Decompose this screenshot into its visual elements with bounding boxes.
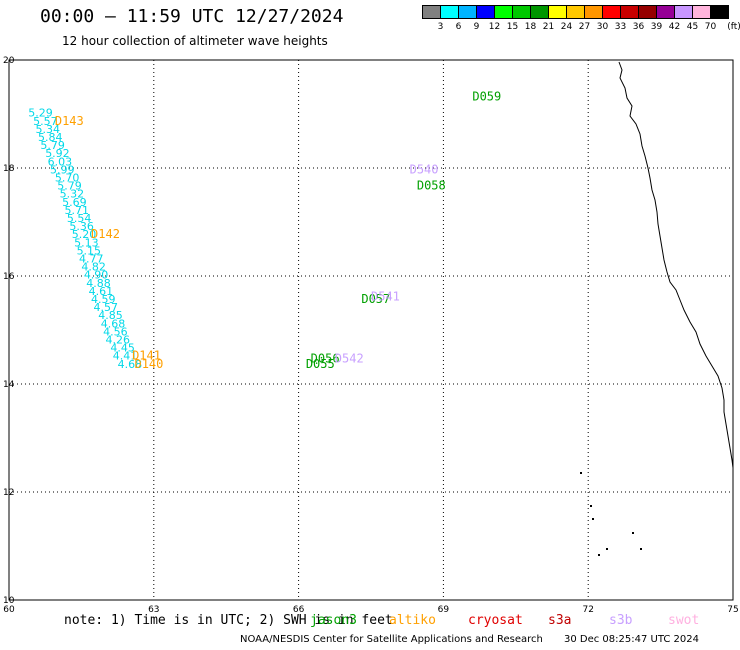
colorbar-label: 45	[686, 22, 699, 32]
pass-label: D140	[134, 357, 163, 371]
wave-height-value: 4.68	[101, 317, 126, 330]
y-tick-label: 16	[3, 272, 15, 282]
wave-height-value: 5.15	[77, 244, 102, 257]
island-mark	[580, 472, 582, 474]
colorbar-label: 27	[578, 22, 591, 32]
wave-height-value: 5.29	[28, 107, 53, 120]
wave-height-value: 5.79	[40, 139, 65, 152]
coastline	[618, 61, 734, 469]
satellite-legend-item: jason3	[310, 613, 357, 628]
wave-height-value: 6.03	[48, 155, 73, 168]
wave-height-value: 5.32	[60, 188, 85, 201]
wave-height-value: 5.84	[38, 131, 63, 144]
wave-height-value: 4.90	[84, 269, 109, 282]
wave-height-value: 4.26	[106, 334, 130, 347]
wave-height-value: 4.41	[113, 350, 138, 363]
colorbar-label: 6	[455, 22, 462, 32]
satellite-legend-item: s3a	[548, 613, 572, 628]
pass-label: D059	[472, 90, 501, 104]
x-tick-label: 63	[148, 605, 159, 615]
pass-label: D057	[361, 292, 390, 306]
wave-height-value: 5.69	[62, 196, 87, 209]
wave-height-value: 4.88	[86, 277, 111, 290]
wave-height-value: 4.85	[98, 309, 123, 322]
wave-height-value: 5.79	[57, 180, 81, 193]
pass-label: D056	[311, 351, 340, 365]
chart-subtitle: 12 hour collection of altimeter wave hei…	[62, 34, 328, 48]
x-tick-label: 75	[727, 605, 738, 615]
satellite-legend-item: s3b	[609, 613, 633, 628]
wave-height-value: 5.34	[36, 123, 61, 136]
satellite-legend-item: swot	[668, 613, 700, 628]
colorbar-label: 39	[650, 22, 663, 32]
colorbar-label: 24	[560, 22, 573, 32]
pass-label: D055	[306, 357, 335, 371]
wave-height-value: 4.61	[89, 285, 114, 298]
pass-label: D141	[132, 349, 161, 363]
pass-label: D142	[91, 227, 120, 241]
x-tick-label: 60	[3, 605, 15, 615]
wave-height-value: 4.68	[118, 358, 143, 371]
x-tick-label: 66	[293, 605, 305, 615]
footer-credit: NOAA/NESDIS Center for Satellite Applica…	[240, 634, 543, 645]
island-mark	[598, 554, 600, 556]
wave-height-value: 4.82	[81, 261, 106, 274]
wave-height-value: 5.13	[74, 236, 99, 249]
wave-height-value: 4.56	[103, 325, 128, 338]
x-tick-label: 72	[582, 605, 593, 615]
colorbar-label: 9	[473, 22, 480, 32]
colorbar-label: 3	[437, 22, 444, 32]
wave-height-value: 4.77	[79, 253, 104, 266]
colorbar-label: 33	[614, 22, 627, 32]
island-mark	[632, 532, 634, 534]
wave-height-value: 5.20	[72, 228, 97, 241]
colorbar-label: 30	[596, 22, 609, 32]
colorbar-label: 70	[704, 22, 717, 32]
wave-height-value: 5.57	[33, 115, 58, 128]
x-tick-label: 69	[438, 605, 450, 615]
colorbar-label: 21	[542, 22, 555, 32]
pass-label: D540	[410, 162, 439, 176]
footer-note: note: 1) Time is in UTC; 2) SWH is in fe…	[64, 613, 393, 628]
wave-height-value: 5.99	[50, 163, 75, 176]
wave-height-value: 4.57	[93, 301, 118, 314]
chart-title: 00:00 – 11:59 UTC 12/27/2024	[40, 6, 344, 27]
pass-label: D541	[371, 289, 400, 303]
plot-frame	[8, 59, 734, 601]
colorbar-unit: (ft)	[727, 22, 740, 32]
pass-label: D058	[417, 179, 446, 193]
y-tick-label: 18	[3, 164, 15, 174]
colorbar-label: 15	[506, 22, 519, 32]
colorbar-label: 36	[632, 22, 645, 32]
pass-label: D143	[55, 114, 84, 128]
wave-height-value: 5.36	[69, 220, 94, 233]
colorbar-label: 42	[668, 22, 681, 32]
colorbar-swatch	[710, 5, 729, 19]
colorbar-label: 18	[524, 22, 537, 32]
island-mark	[592, 518, 594, 520]
island-mark	[606, 548, 608, 550]
satellite-legend-item: cryosat	[468, 613, 523, 628]
wave-height-value: 5.54	[67, 212, 92, 225]
y-tick-label: 10	[3, 596, 15, 606]
wave-height-value: 5.92	[45, 147, 69, 160]
wave-height-value: 4.45	[110, 342, 135, 355]
y-tick-label: 14	[3, 380, 15, 390]
colorbar-label: 12	[488, 22, 501, 32]
y-tick-label: 12	[3, 488, 14, 498]
wave-height-value: 5.71	[65, 204, 90, 217]
wave-height-value: 4.59	[91, 293, 116, 306]
wave-height-value: 5.70	[55, 172, 80, 185]
footer-timestamp: 30 Dec 08:25:47 UTC 2024	[564, 634, 699, 645]
y-tick-label: 20	[3, 56, 15, 66]
pass-label: D542	[335, 351, 364, 365]
island-mark	[590, 505, 592, 507]
satellite-legend-item: altiko	[389, 613, 436, 628]
island-mark	[640, 548, 642, 550]
